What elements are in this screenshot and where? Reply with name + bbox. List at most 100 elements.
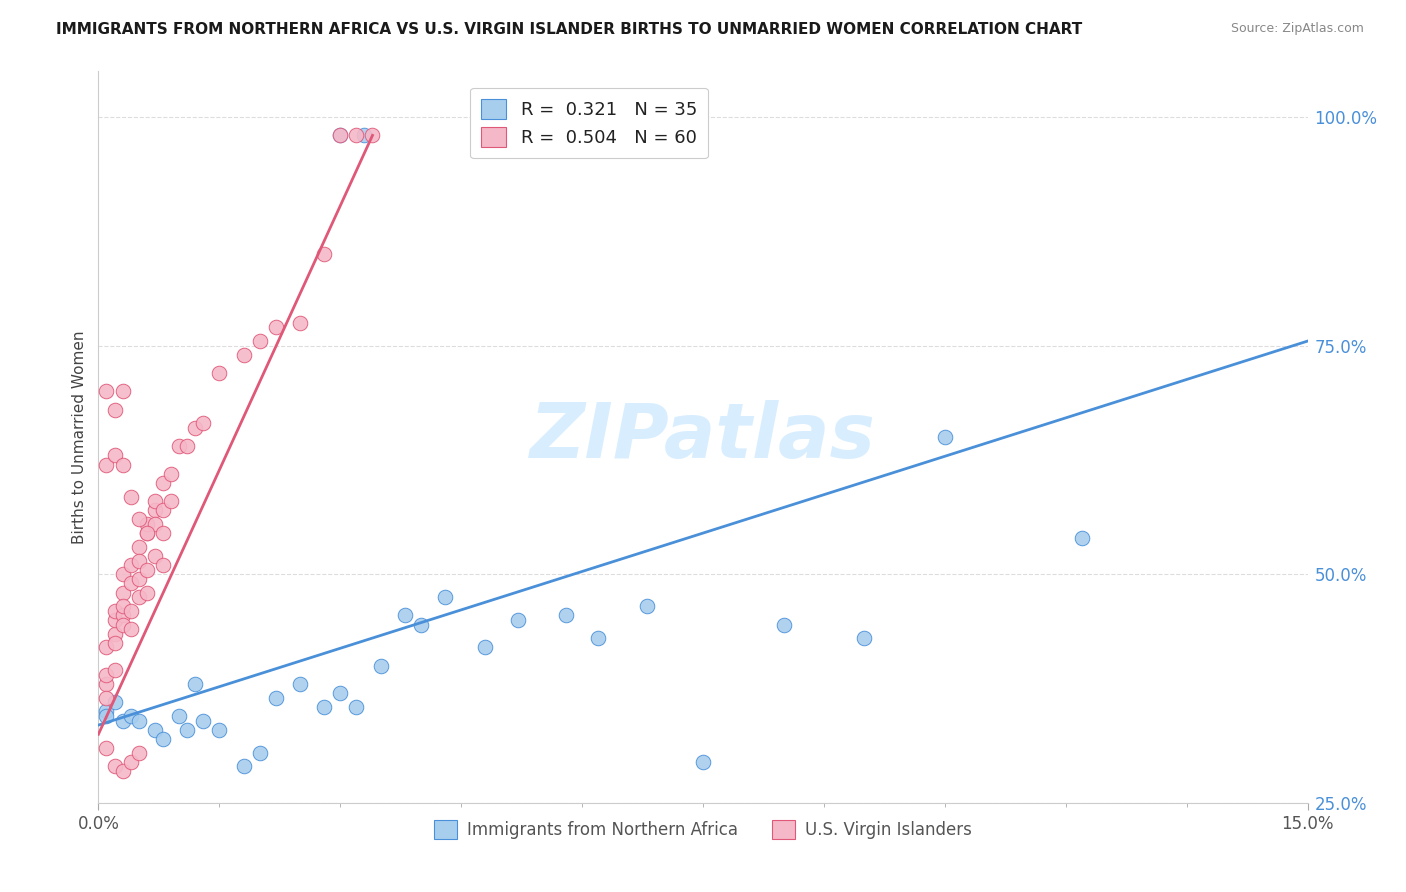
Point [208,366,231,380]
Text: Source: ZipAtlas.com: Source: ZipAtlas.com [1230,22,1364,36]
Point [128,714,150,728]
Point [103,636,125,650]
Point [120,558,142,573]
Point [394,608,416,623]
Point [152,558,174,573]
Point [143,503,166,517]
Point [103,626,125,640]
Point [135,563,157,577]
Point [167,439,190,453]
Point [103,402,125,417]
Point [176,439,198,453]
Text: ZIPatlas: ZIPatlas [530,401,876,474]
Point [143,549,166,563]
Point [96,740,118,755]
Point [111,714,134,728]
Point [128,512,150,526]
Point [111,567,134,582]
Point [264,690,287,705]
Point [128,553,150,567]
Point [111,608,134,623]
Point [176,723,198,737]
Point [120,709,142,723]
Point [96,640,118,655]
Point [120,490,142,504]
Point [772,617,794,632]
Point [103,613,125,627]
Point [934,430,956,444]
Point [249,746,271,760]
Point [120,755,142,769]
Point [111,764,134,778]
Point [128,590,150,604]
Legend: Immigrants from Northern Africa, U.S. Virgin Islanders: Immigrants from Northern Africa, U.S. Vi… [427,814,979,846]
Point [103,695,125,709]
Point [160,494,183,508]
Point [128,746,150,760]
Point [96,458,118,472]
Point [111,384,134,399]
Point [111,873,134,888]
Point [344,699,367,714]
Point [314,699,336,714]
Point [96,677,118,691]
Point [555,608,578,623]
Point [353,128,375,143]
Point [586,632,609,646]
Point [184,677,207,691]
Y-axis label: Births to Unmarried Women: Births to Unmarried Women [72,330,87,544]
Point [474,640,496,655]
Point [249,334,271,348]
Point [135,526,157,541]
Point [143,494,166,508]
Point [636,599,658,614]
Point [329,128,352,143]
Point [143,723,166,737]
Point [152,503,174,517]
Point [152,731,174,746]
Point [1070,531,1092,545]
Point [361,128,384,143]
Point [208,723,231,737]
Point [111,599,134,614]
Point [152,526,174,541]
Point [103,663,125,677]
Point [288,677,311,691]
Point [103,759,125,773]
Point [314,247,336,261]
Point [232,759,254,773]
Point [184,421,207,435]
Point [506,613,529,627]
Point [96,690,118,705]
Point [434,590,457,604]
Point [853,632,876,646]
Point [288,316,311,330]
Point [135,516,157,531]
Point [120,576,142,591]
Point [96,709,118,723]
Point [103,604,125,618]
Point [232,348,254,362]
Point [409,617,432,632]
Point [143,516,166,531]
Point [370,658,392,673]
Point [135,585,157,599]
Point [103,449,125,463]
Text: IMMIGRANTS FROM NORTHERN AFRICA VS U.S. VIRGIN ISLANDER BIRTHS TO UNMARRIED WOME: IMMIGRANTS FROM NORTHERN AFRICA VS U.S. … [56,22,1083,37]
Point [329,686,352,700]
Point [128,540,150,554]
Point [135,526,157,541]
Point [96,384,118,399]
Point [111,617,134,632]
Point [193,417,215,431]
Point [120,604,142,618]
Point [167,709,190,723]
Point [120,622,142,636]
Point [160,467,183,481]
Point [193,714,215,728]
Point [344,128,367,143]
Point [692,755,714,769]
Point [111,585,134,599]
Point [128,572,150,586]
Point [96,705,118,719]
